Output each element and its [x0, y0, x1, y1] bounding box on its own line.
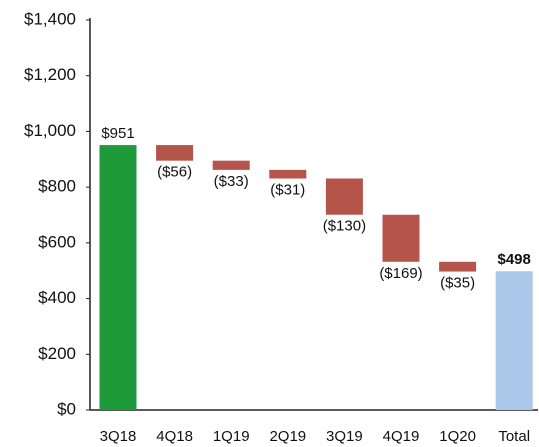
x-tick-label: 3Q19: [326, 428, 363, 445]
value-label: ($35): [440, 275, 475, 292]
y-tick-label: $1,000: [24, 121, 76, 140]
value-label: ($130): [323, 218, 366, 235]
y-tick-label: $600: [38, 232, 76, 251]
x-tick-label: 4Q19: [383, 428, 420, 445]
y-tick-label: $400: [38, 288, 76, 307]
y-tick-label: $1,400: [24, 9, 76, 28]
x-tick-label: 1Q20: [439, 428, 476, 445]
bar: [325, 178, 363, 215]
bar: [156, 145, 194, 161]
value-label: ($56): [157, 164, 192, 181]
bar: [495, 271, 533, 410]
x-tick-label: 3Q18: [100, 428, 137, 445]
y-tick-label: $1,200: [24, 65, 76, 84]
y-tick-label: $800: [38, 177, 76, 196]
value-label: ($31): [270, 181, 305, 198]
x-tick-label: 1Q19: [213, 428, 250, 445]
bar: [382, 214, 420, 262]
x-tick-label: 2Q19: [269, 428, 306, 445]
value-label: $498: [498, 251, 531, 268]
x-tick-label: Total: [498, 428, 530, 445]
y-tick-label: $200: [38, 344, 76, 363]
bar: [212, 160, 250, 170]
bar: [439, 261, 477, 272]
bar: [99, 145, 137, 411]
x-tick-label: 4Q18: [156, 428, 193, 445]
value-label: $951: [101, 125, 134, 142]
value-label: ($33): [214, 173, 249, 190]
y-tick-label: $0: [57, 399, 76, 418]
value-label: ($169): [379, 265, 422, 282]
bar: [269, 169, 307, 179]
